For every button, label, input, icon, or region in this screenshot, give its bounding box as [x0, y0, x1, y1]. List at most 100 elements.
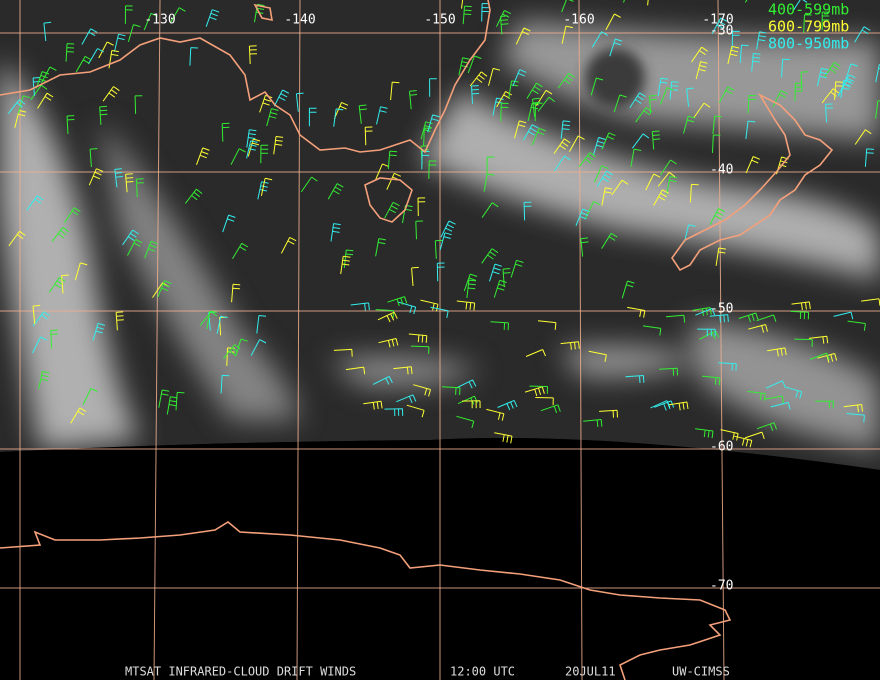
wind-barb	[772, 90, 788, 108]
wind-barb	[343, 249, 354, 268]
wind-barb	[157, 280, 172, 298]
wind-barb	[189, 47, 199, 66]
wind-barb	[377, 311, 398, 323]
wind-barb	[257, 181, 269, 200]
wind-barb	[43, 21, 52, 42]
wind-barb	[87, 48, 104, 65]
wind-barb	[609, 38, 623, 57]
footer-text: MTSAT INFRARED-CLOUD DRIFT WINDS	[125, 665, 356, 679]
wind-barb	[770, 401, 791, 410]
wind-barb	[486, 156, 495, 176]
wind-barb	[70, 407, 87, 424]
wind-barb	[7, 99, 26, 115]
wind-barb	[273, 136, 284, 155]
wind-barb	[469, 71, 488, 87]
wind-barb	[481, 202, 499, 218]
longitude-label: -140	[284, 13, 315, 28]
wind-barb	[560, 120, 571, 139]
wind-barb	[41, 66, 57, 84]
wind-barb	[37, 92, 54, 109]
wind-barb	[295, 92, 304, 112]
latitude-label: -50	[710, 302, 733, 317]
legend-entry: 800-950mb	[768, 35, 849, 53]
wind-barb	[376, 106, 388, 125]
wind-barb	[89, 148, 98, 168]
wind-barb	[75, 55, 92, 73]
wind-barb	[502, 268, 511, 288]
meridian	[717, 0, 725, 680]
wind-barb	[127, 239, 143, 256]
wind-barb	[458, 57, 470, 76]
wind-barb	[629, 92, 646, 109]
longitude-label: -160	[563, 13, 594, 28]
wind-barb	[461, 0, 464, 9]
wind-barb	[748, 324, 768, 333]
wind-barb	[825, 103, 833, 123]
wind-barb	[420, 299, 439, 312]
wind-barb	[266, 108, 279, 127]
wind-barb	[590, 77, 604, 96]
wind-barb	[631, 133, 650, 149]
wind-barb	[666, 176, 678, 195]
wind-barb	[808, 335, 829, 344]
wind-barb	[247, 138, 261, 157]
wind-barb	[809, 352, 830, 360]
wind-barb	[532, 97, 541, 118]
wind-barb	[372, 375, 393, 385]
wind-barb	[875, 100, 880, 119]
wind-barb	[108, 50, 119, 69]
wind-barb	[32, 336, 48, 354]
wind-barb	[196, 147, 210, 165]
wind-barb	[216, 315, 228, 334]
wind-barb	[689, 183, 699, 203]
wind-barb	[756, 314, 777, 322]
wind-barb	[390, 81, 400, 101]
wind-barb	[143, 12, 158, 31]
wind-barb	[524, 386, 545, 397]
wind-barb	[580, 237, 589, 257]
new-zealand-coast	[671, 93, 834, 272]
wind-barb	[697, 328, 716, 337]
wind-barb	[64, 207, 81, 224]
wind-barb	[712, 134, 721, 153]
wind-barb	[410, 345, 430, 354]
wind-barb	[398, 301, 417, 315]
wind-barb	[411, 266, 419, 286]
wind-barb	[854, 26, 871, 43]
wind-barb	[81, 28, 98, 45]
wind-barb	[256, 315, 267, 334]
wind-barb	[220, 374, 230, 394]
graticule-labels: -130 -140 -150 -160 -170-30 -40 -50 -60 -70	[144, 13, 733, 594]
wind-barb	[739, 44, 749, 64]
wind-barb	[718, 362, 737, 371]
wind-barb	[630, 148, 642, 167]
wind-barb	[413, 384, 431, 397]
cyclone-eye	[585, 48, 645, 108]
wind-barb	[651, 130, 661, 150]
longitude-label: -150	[424, 13, 455, 28]
wind-barb	[246, 129, 257, 148]
wind-barb	[642, 325, 662, 336]
wind-barb	[745, 120, 756, 140]
wind-barb	[483, 173, 495, 192]
wind-barb	[102, 86, 120, 102]
wind-barb	[114, 168, 123, 188]
wind-barb	[844, 63, 858, 82]
wind-barb	[583, 419, 603, 428]
wind-barb	[246, 140, 258, 159]
wind-barb	[439, 232, 452, 251]
wind-barb	[522, 124, 539, 141]
wind-barb	[540, 404, 561, 414]
wind-barb	[463, 273, 478, 292]
wind-barb	[715, 247, 726, 266]
wind-barb	[35, 71, 50, 89]
wind-barb	[490, 321, 509, 331]
latitude-label: -30	[710, 24, 733, 39]
wind-barb	[738, 312, 759, 323]
footer: MTSAT INFRARED-CLOUD DRIFT WINDS 12:00 UT…	[125, 665, 730, 679]
wind-barb	[665, 314, 686, 323]
wind-barb	[428, 160, 437, 179]
wind-barb	[695, 308, 716, 316]
wind-barb	[745, 156, 760, 174]
wind-barb	[864, 148, 875, 167]
